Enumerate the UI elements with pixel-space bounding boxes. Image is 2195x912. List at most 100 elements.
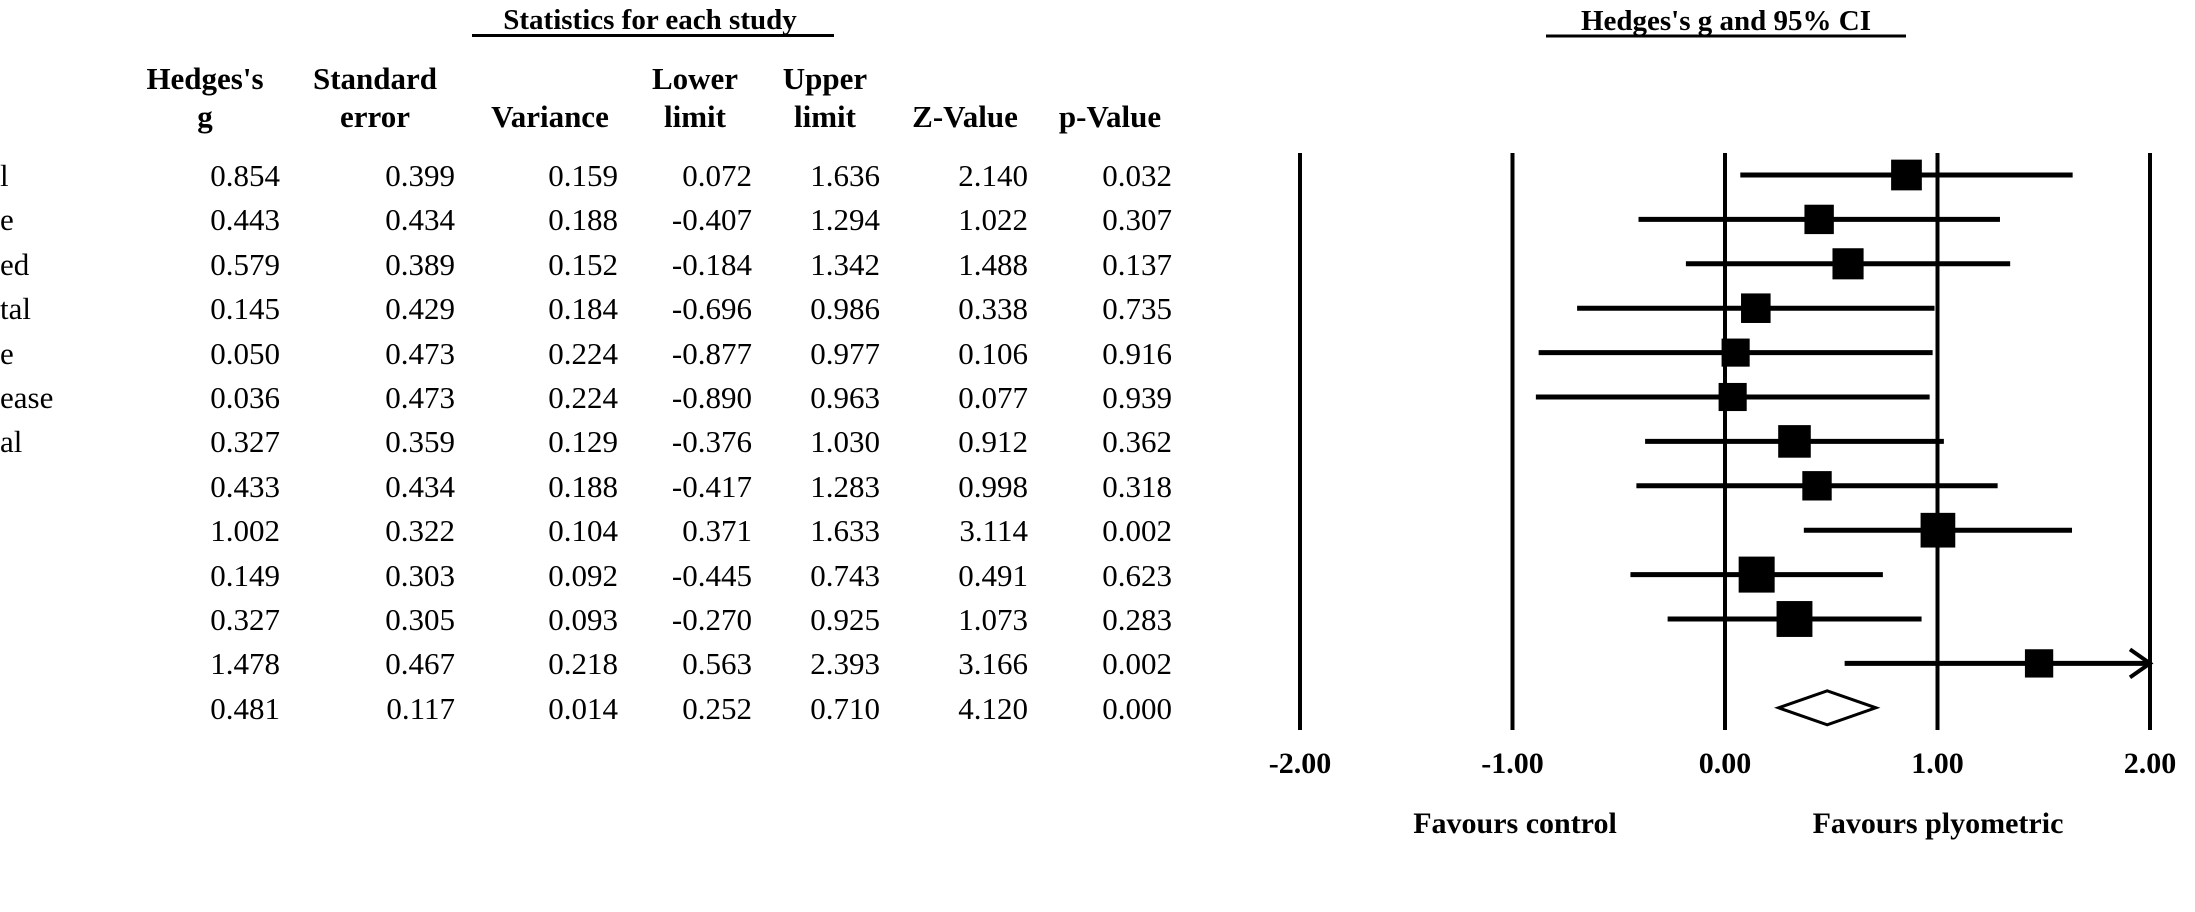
cell-standard-error: 0.399 xyxy=(385,158,455,193)
cell-standard-error: 0.359 xyxy=(385,424,455,460)
cell-p-value: 0.283 xyxy=(1102,602,1172,637)
cell-p-value: 0.002 xyxy=(1102,646,1172,682)
cell-hedges-g: 0.481 xyxy=(210,690,280,726)
header-standard-error-line2: error xyxy=(340,99,410,134)
cell-upper-limit: 2.393 xyxy=(810,646,880,682)
cell-standard-error: 0.473 xyxy=(385,380,455,415)
cell-variance: 0.159 xyxy=(548,158,618,193)
cell-lower-limit: 0.072 xyxy=(682,158,752,193)
table-group-title: Statistics for each study xyxy=(503,4,797,36)
cell-p-value: 0.318 xyxy=(1102,468,1172,504)
cell-lower-limit: -0.184 xyxy=(671,246,752,282)
cell-lower-limit: -0.376 xyxy=(671,424,752,460)
cell-standard-error: 0.467 xyxy=(385,646,455,682)
header-lower-limit-line1: Lower xyxy=(651,61,739,96)
cell-z-value: 0.106 xyxy=(958,335,1028,371)
cell-variance: 0.224 xyxy=(548,335,618,371)
x-tick-label: -2.00 xyxy=(1269,747,1332,780)
cell-hedges-g: 0.050 xyxy=(210,335,280,371)
cell-hedges-g: 0.145 xyxy=(210,291,280,327)
cell-standard-error: 0.434 xyxy=(385,468,455,504)
cell-p-value: 0.735 xyxy=(1102,291,1172,327)
effect-marker xyxy=(1778,425,1811,458)
header-variance: Variance xyxy=(491,99,609,134)
cell-upper-limit: 0.977 xyxy=(810,335,880,371)
cell-standard-error: 0.305 xyxy=(385,602,455,637)
cell-p-value: 0.002 xyxy=(1102,513,1172,549)
forest-plot-title: Hedges's g and 95% CI xyxy=(1581,5,1871,37)
cell-hedges-g: 0.036 xyxy=(210,380,280,415)
x-tick-label: 0.00 xyxy=(1699,747,1752,780)
cell-upper-limit: 0.743 xyxy=(810,557,880,593)
cell-z-value: 0.912 xyxy=(958,424,1028,460)
cell-upper-limit: 1.030 xyxy=(810,424,880,460)
row-label: al xyxy=(0,424,23,460)
cell-p-value: 0.623 xyxy=(1102,557,1172,593)
header-p-value: p-Value xyxy=(1058,99,1162,134)
cell-hedges-g: 0.149 xyxy=(210,557,280,593)
header-lower-limit-line2: limit xyxy=(664,99,726,134)
cell-hedges-g: 0.854 xyxy=(210,158,280,193)
cell-lower-limit: -0.417 xyxy=(671,468,752,504)
effect-marker xyxy=(1891,159,1922,191)
cell-upper-limit: 0.710 xyxy=(810,690,880,726)
cell-upper-limit: 1.342 xyxy=(810,246,880,282)
cell-z-value: 2.140 xyxy=(958,158,1028,193)
effect-marker xyxy=(1832,248,1864,280)
cell-lower-limit: 0.252 xyxy=(682,690,752,726)
row-label: e xyxy=(0,202,14,238)
effect-marker xyxy=(1804,204,1834,235)
cell-upper-limit: 0.963 xyxy=(810,380,880,415)
row-label: ed xyxy=(0,246,30,282)
cell-standard-error: 0.322 xyxy=(385,513,455,549)
header-z-value: Z-Value xyxy=(912,99,1018,134)
cell-hedges-g: 0.433 xyxy=(210,468,280,504)
header-upper-limit-line2: limit xyxy=(794,99,856,134)
x-tick-label: 2.00 xyxy=(2124,747,2177,780)
cell-hedges-g: 1.478 xyxy=(210,646,280,682)
cell-lower-limit: -0.445 xyxy=(671,557,752,593)
cell-p-value: 0.032 xyxy=(1102,158,1172,193)
cell-variance: 0.014 xyxy=(548,690,618,726)
cell-variance: 0.184 xyxy=(548,291,618,327)
cell-variance: 0.152 xyxy=(548,246,618,282)
cell-p-value: 0.939 xyxy=(1102,380,1172,415)
row-label: ease xyxy=(0,380,54,415)
cell-upper-limit: 0.986 xyxy=(810,291,880,327)
summary-diamond xyxy=(1774,689,1881,727)
cell-lower-limit: -0.696 xyxy=(671,291,752,327)
cell-lower-limit: 0.563 xyxy=(682,646,752,682)
cell-upper-limit: 1.633 xyxy=(810,513,880,549)
header-hedges-g-line1: Hedges's xyxy=(146,61,264,96)
effect-marker xyxy=(1741,293,1771,323)
cell-hedges-g: 0.327 xyxy=(210,602,280,637)
row-label: tal xyxy=(0,291,31,327)
cell-z-value: 1.488 xyxy=(958,246,1028,282)
cell-variance: 0.093 xyxy=(548,602,618,637)
cell-variance: 0.218 xyxy=(548,646,618,682)
cell-hedges-g: 0.327 xyxy=(210,424,280,460)
cell-variance: 0.224 xyxy=(548,380,618,415)
header-upper-limit-line1: Upper xyxy=(782,61,868,96)
cell-upper-limit: 1.636 xyxy=(810,158,880,193)
effect-marker xyxy=(1718,382,1747,412)
cell-hedges-g: 1.002 xyxy=(210,513,280,549)
cell-z-value: 0.077 xyxy=(958,380,1028,415)
cell-upper-limit: 0.925 xyxy=(810,602,880,637)
table-group-title-underline xyxy=(472,34,834,37)
cell-hedges-g: 0.443 xyxy=(210,202,280,238)
cell-standard-error: 0.473 xyxy=(385,335,455,371)
cell-variance: 0.188 xyxy=(548,202,618,238)
cell-z-value: 3.166 xyxy=(958,646,1028,682)
cell-z-value: 4.120 xyxy=(958,690,1028,726)
cell-variance: 0.129 xyxy=(548,424,618,460)
effect-marker xyxy=(1920,512,1956,548)
cell-p-value: 0.137 xyxy=(1102,246,1172,282)
x-tick-label: 1.00 xyxy=(1911,747,1964,780)
cell-p-value: 0.307 xyxy=(1102,202,1172,238)
effect-marker xyxy=(1721,338,1750,367)
cell-z-value: 0.491 xyxy=(958,557,1028,593)
effect-marker xyxy=(1738,556,1775,593)
cell-upper-limit: 1.294 xyxy=(810,202,880,238)
